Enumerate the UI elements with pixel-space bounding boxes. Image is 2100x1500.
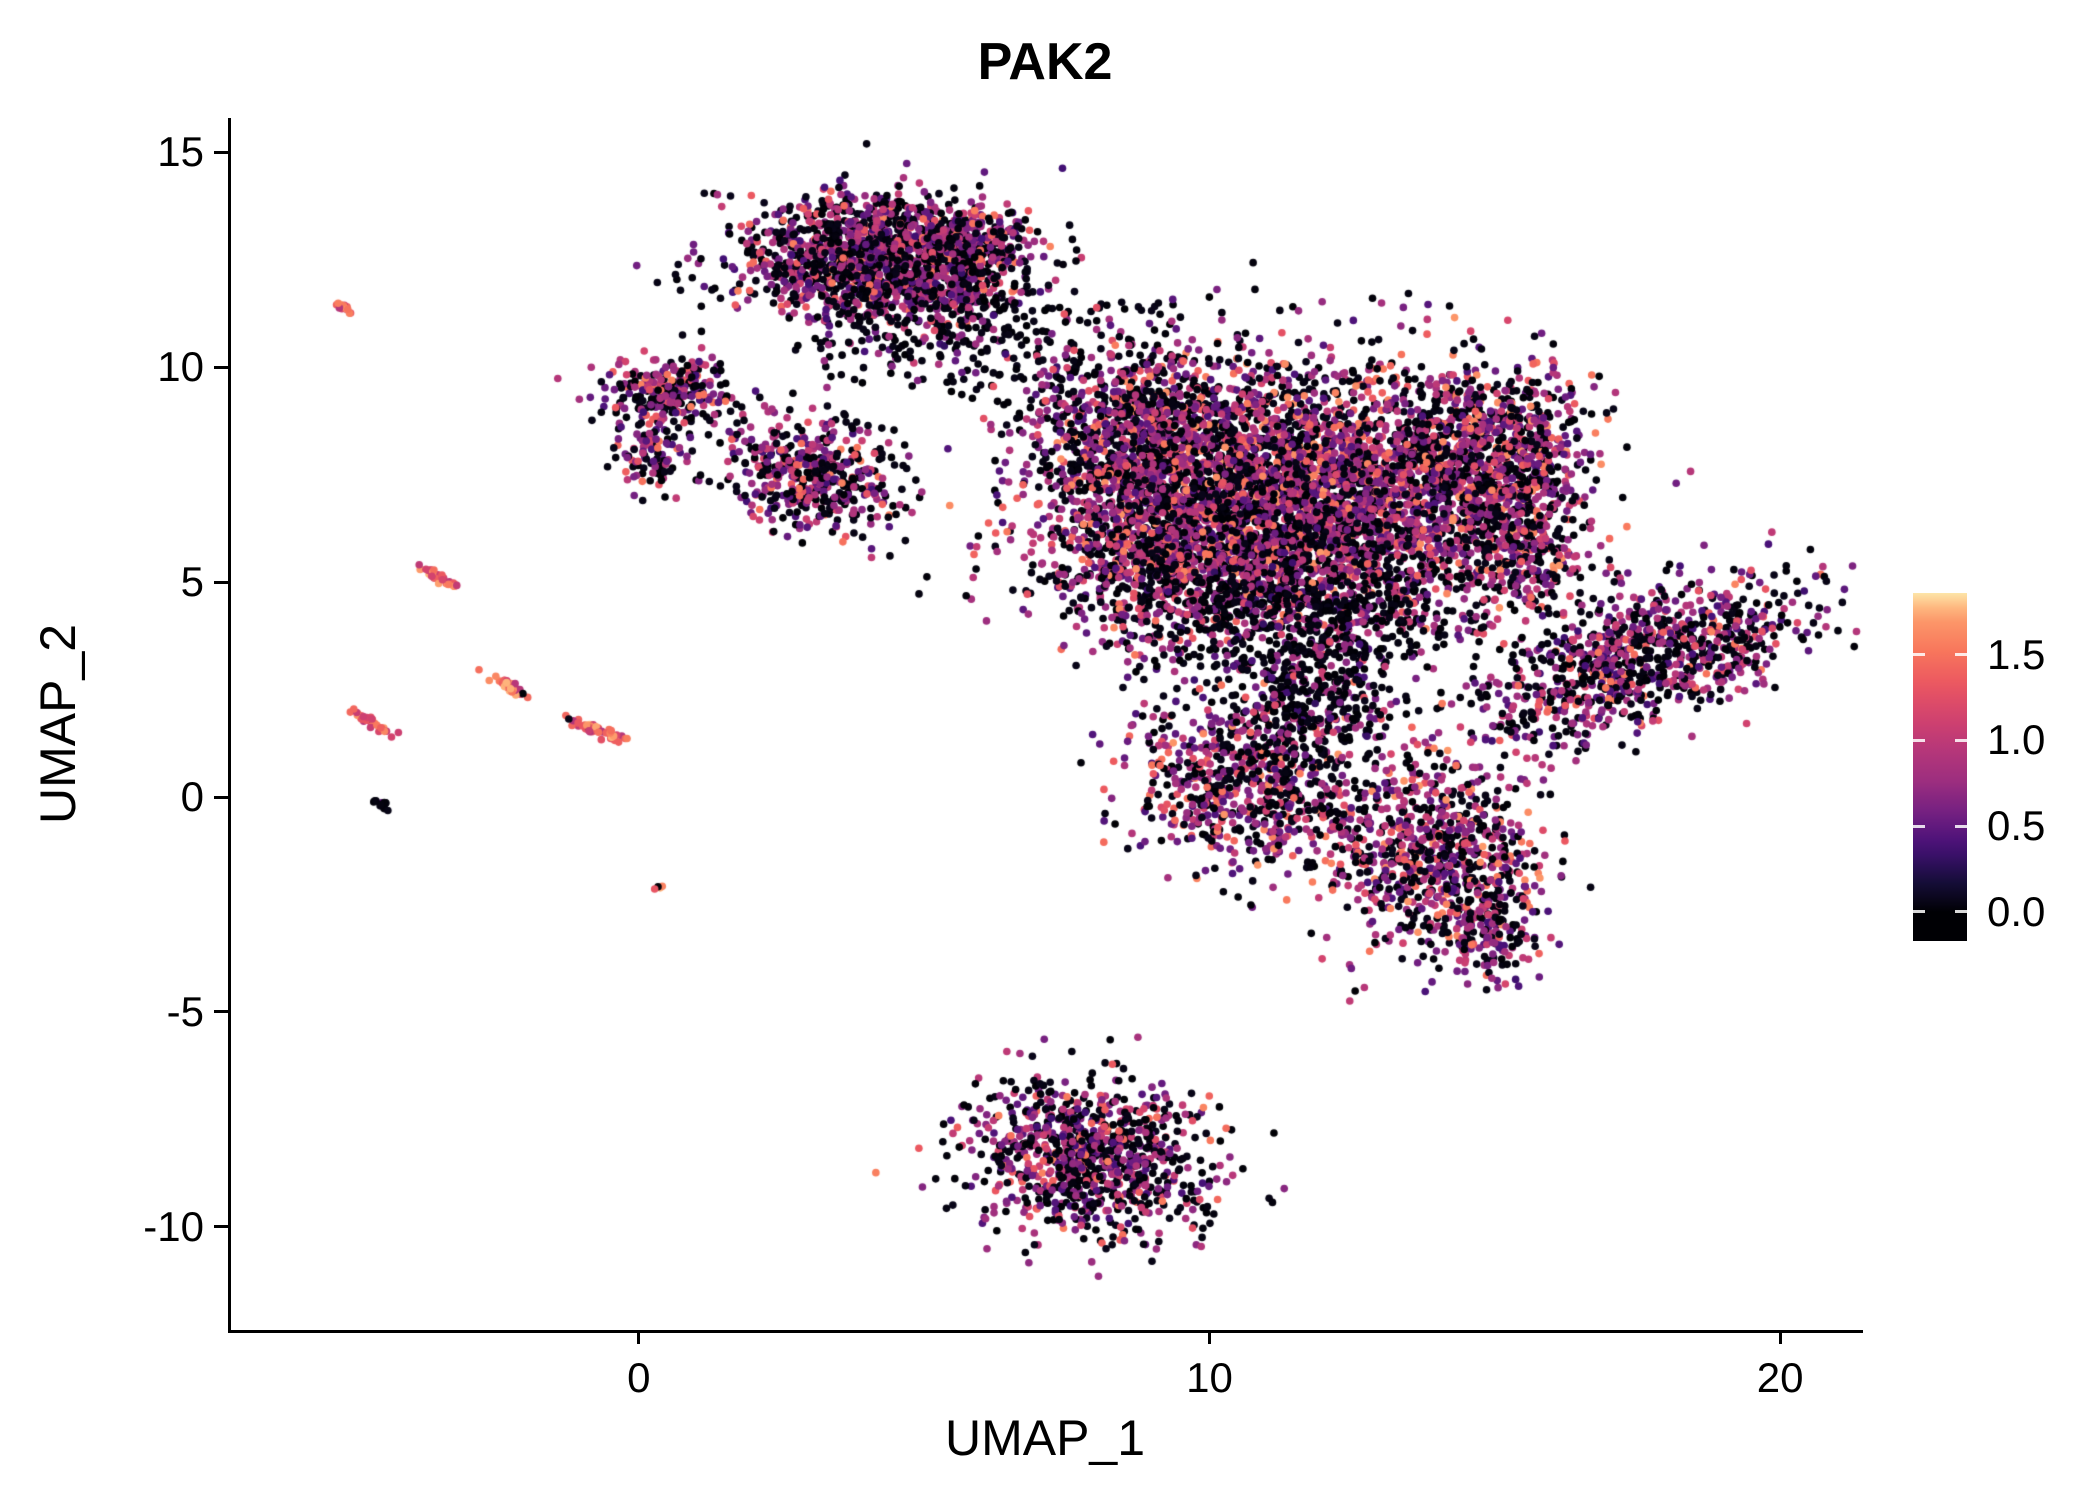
y-tick-label: 5 — [180, 558, 204, 606]
colorbar-tick-mark — [1913, 824, 1925, 828]
colorbar-tick-mark — [1913, 910, 1925, 914]
y-tick-mark — [214, 365, 228, 369]
x-tick-mark — [637, 1330, 641, 1344]
y-tick-label: 0 — [180, 773, 204, 821]
y-tick-label: 15 — [157, 128, 204, 176]
y-tick-label: -10 — [143, 1202, 204, 1250]
colorbar-tick-mark — [1955, 824, 1967, 828]
chart-title: PAK2 — [977, 33, 1113, 91]
colorbar-gradient — [1913, 593, 1967, 941]
y-tick-label: 10 — [157, 343, 204, 391]
x-tick-label: 0 — [627, 1354, 651, 1401]
x-tick-label: 10 — [1186, 1354, 1233, 1401]
colorbar-tick-mark — [1955, 738, 1967, 742]
colorbar-tick-label: 0.0 — [1987, 887, 2046, 935]
x-tick-label: 20 — [1756, 1354, 1804, 1401]
x-tick-mark — [1778, 1330, 1782, 1344]
colorbar-tick-label: 0.5 — [1987, 802, 2046, 850]
y-tick-label: -5 — [166, 987, 204, 1035]
y-tick-mark — [214, 150, 228, 154]
y-tick-mark — [214, 580, 228, 584]
colorbar-tick-mark — [1913, 653, 1925, 657]
colorbar-tick-label: 1.5 — [1987, 630, 2046, 678]
x-axis-title: UMAP_1 — [944, 1410, 1146, 1466]
y-tick-mark — [214, 1225, 228, 1229]
colorbar-tick-mark — [1913, 738, 1925, 742]
colorbar-tick-mark — [1955, 910, 1967, 914]
colorbar-tick-mark — [1955, 653, 1967, 657]
y-axis-title: UMAP_2 — [30, 623, 86, 825]
y-tick-mark — [214, 795, 228, 799]
colorbar-tick-label: 1.0 — [1987, 716, 2046, 764]
y-tick-mark — [214, 1010, 228, 1014]
x-tick-mark — [1207, 1330, 1211, 1344]
